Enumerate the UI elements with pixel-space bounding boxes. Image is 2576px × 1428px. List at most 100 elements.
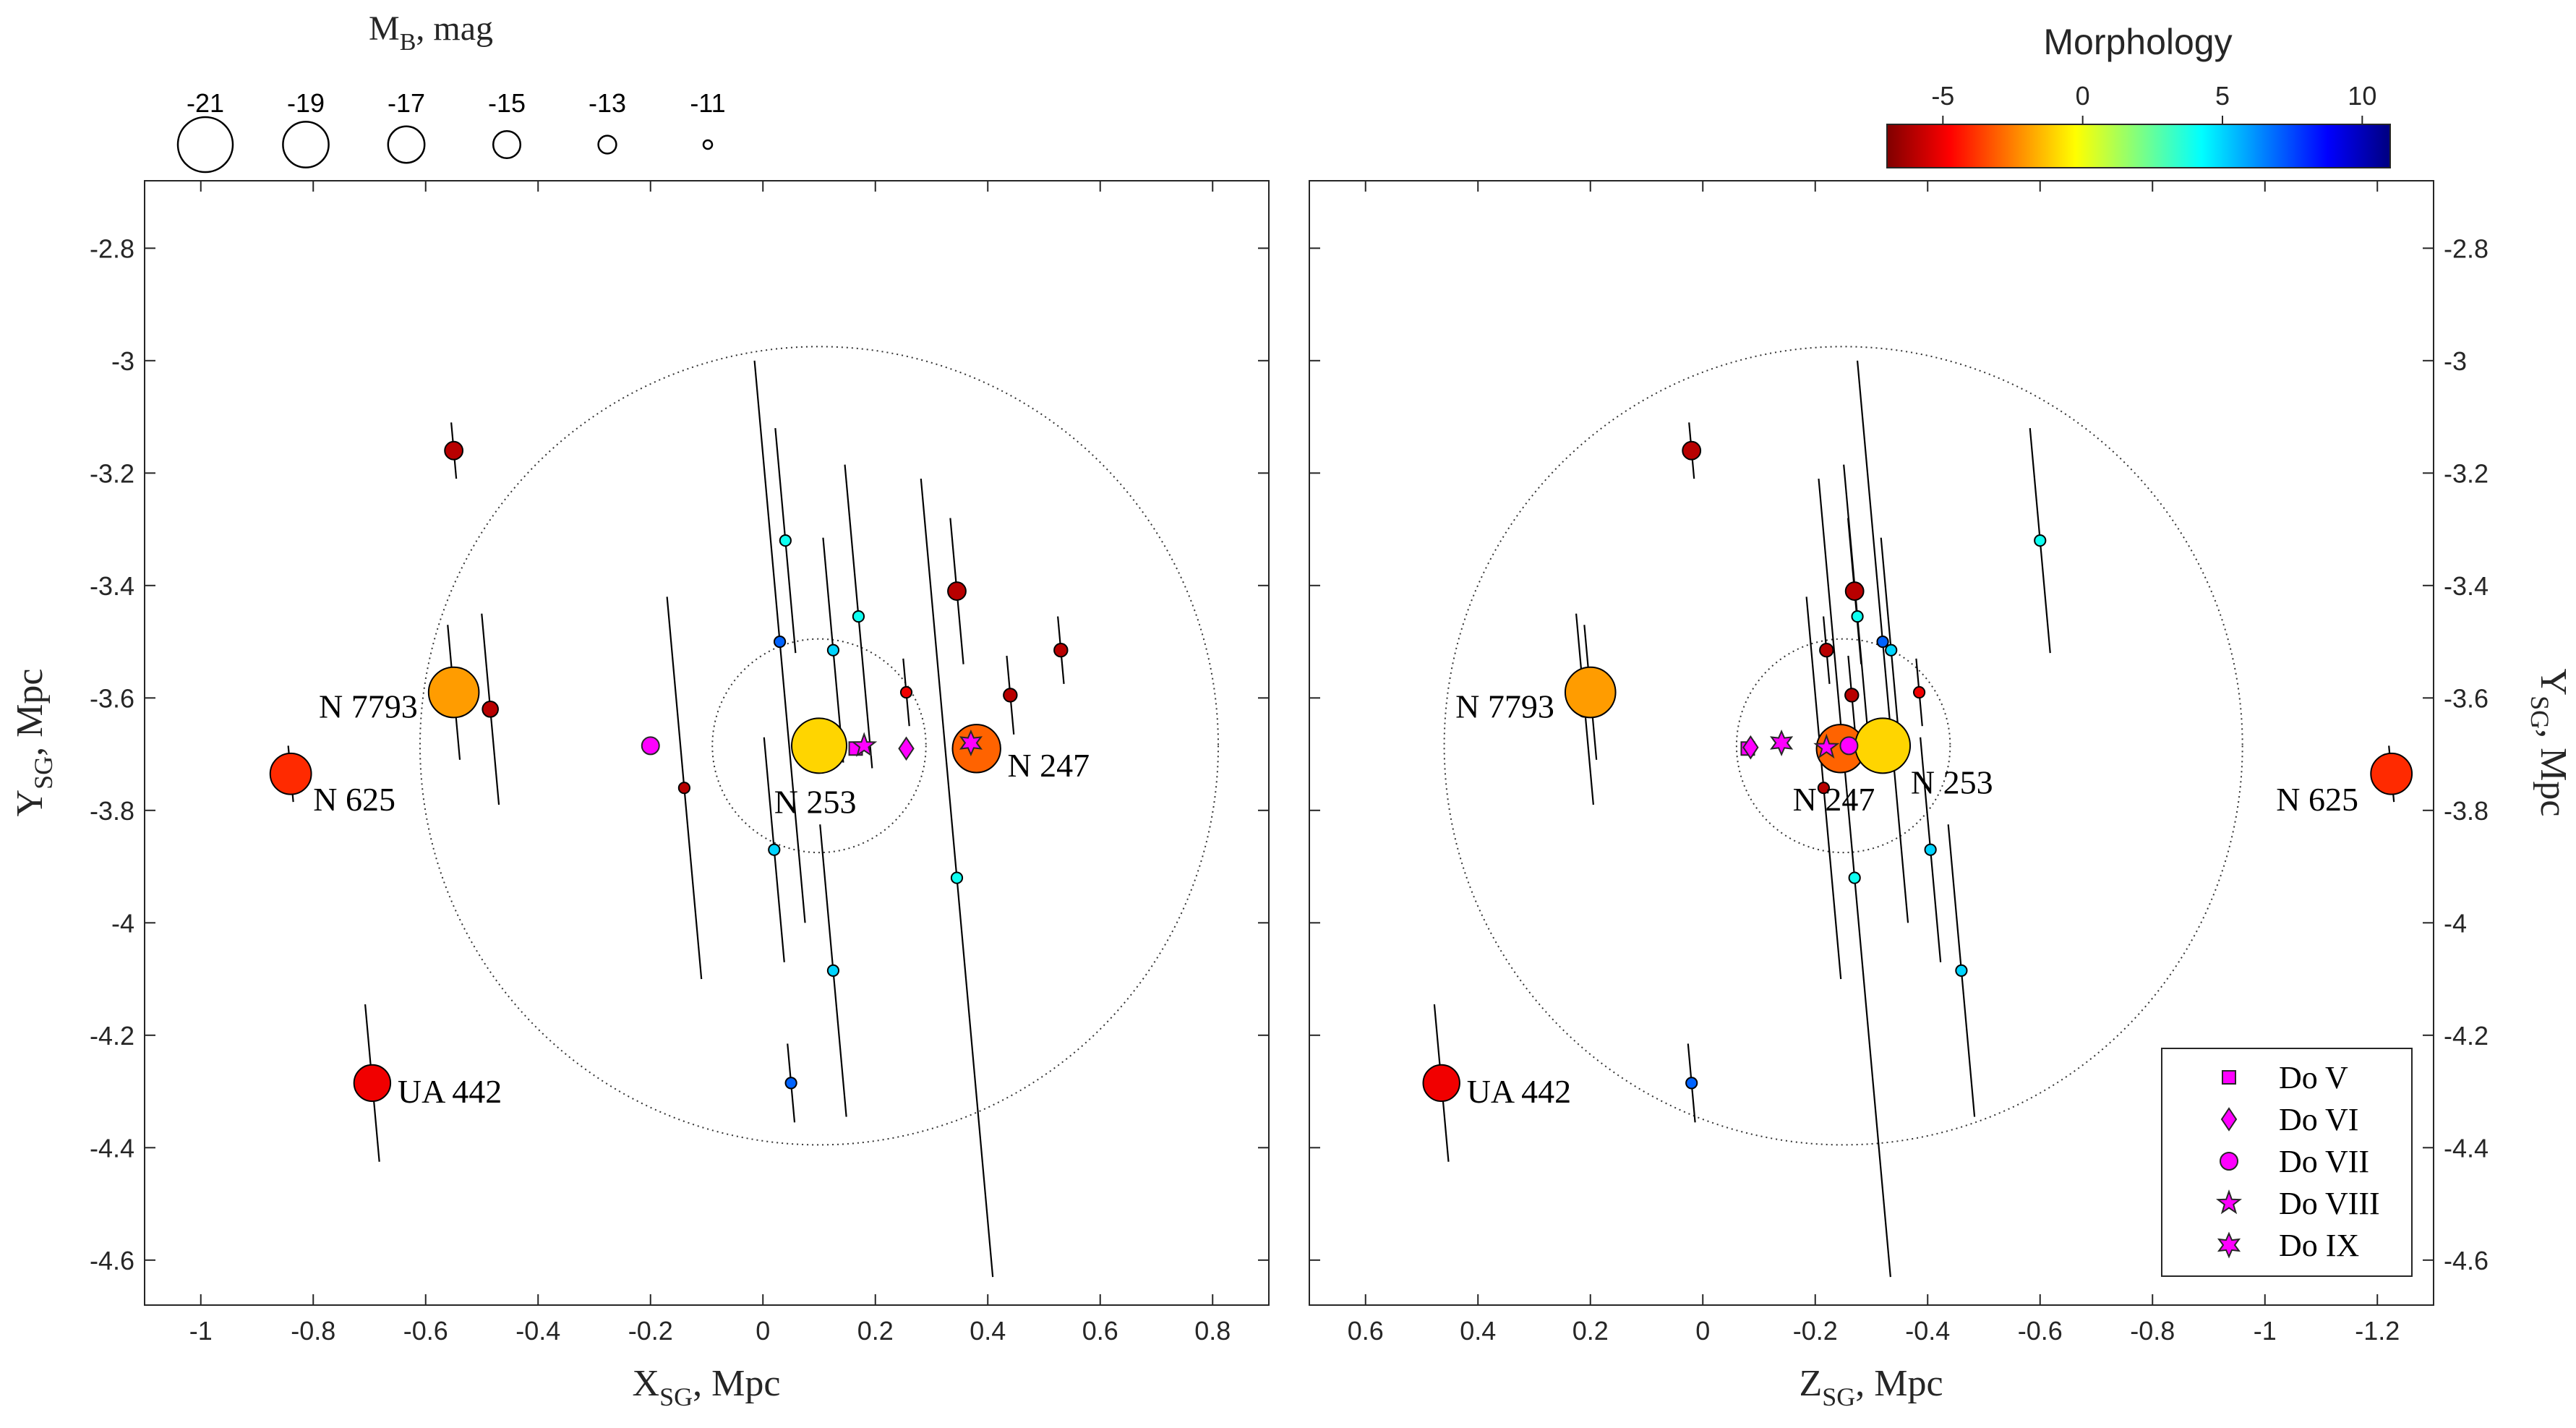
left-x-tick-label: -0.2 <box>628 1316 673 1346</box>
right-galaxy-label: UA 442 <box>1467 1073 1571 1110</box>
right-galaxy-label: N 7793 <box>1455 688 1554 725</box>
right-galaxy-labels: N 7793 N 625 UA 442 N 253 N 247 <box>1455 688 2358 1111</box>
right-y-axis-label: YSG, Mpc <box>2525 669 2574 817</box>
left-dwarf-do-viii <box>851 732 878 757</box>
colorbar-ticks: -5 0 5 10 <box>1931 81 2376 124</box>
left-galaxy-label: N 253 <box>774 784 857 821</box>
legend-item-label: Do V <box>2279 1060 2348 1095</box>
right-panel: N 7793 N 625 UA 442 N 253 N 247 0.6 0.4 0.2 0 -0… <box>1309 180 2574 1411</box>
left-x-tick-label: -0.8 <box>291 1316 335 1346</box>
right-dwarf-do-vi <box>1742 735 1759 760</box>
left-galaxy-point <box>773 635 787 649</box>
left-dwarf-do-vi <box>898 736 915 761</box>
right-x-ticks: 0.6 0.4 0.2 0 -0.2 -0.4 -0.6 -0.8 -1 -1.2 <box>1348 181 2400 1346</box>
right-x-tick-label: -0.6 <box>2018 1316 2063 1346</box>
left-plot-area <box>145 181 1269 1305</box>
left-x-ticks: -1 -0.8 -0.6 -0.4 -0.2 0 0.2 0.4 0.6 0.8 <box>189 181 1231 1346</box>
right-y-tick-label: -3.6 <box>2444 683 2489 713</box>
left-dwarf-do-vii <box>641 736 660 756</box>
mag-legend-circle <box>597 134 617 155</box>
right-x-tick-label: 0 <box>1695 1316 1710 1346</box>
left-y-tick-label: -3.6 <box>90 683 134 713</box>
legend-do-v-marker <box>2222 1070 2236 1085</box>
mag-legend-circle <box>282 121 330 168</box>
left-y-tick-label: -3.8 <box>90 796 134 826</box>
left-galaxy-point <box>677 782 691 795</box>
mag-legend-items: -21 -19 -17 -15 -13 -11 <box>176 88 726 174</box>
left-galaxy-point <box>444 440 464 461</box>
left-y-tick-label: -4.2 <box>90 1021 134 1051</box>
right-x-tick-label: -1.2 <box>2355 1316 2400 1346</box>
left-galaxy-point <box>779 534 792 547</box>
mag-legend-label: -13 <box>589 88 626 118</box>
left-dwarf-markers <box>641 730 983 761</box>
right-dwarf-do-viii <box>1813 733 1840 759</box>
left-galaxy-point <box>768 843 781 856</box>
legend-do-vii-marker <box>2220 1152 2238 1171</box>
left-dwarf-do-ix <box>959 730 983 756</box>
left-galaxy-point <box>950 871 964 884</box>
marker-legend: Do V Do VI Do VII Do VIII Do IX <box>2161 1048 2413 1277</box>
right-y-tick-label: -4.6 <box>2444 1246 2489 1275</box>
left-x-tick-label: -0.6 <box>403 1316 448 1346</box>
mag-legend-circle <box>702 139 714 150</box>
left-galaxy-point <box>427 666 480 719</box>
right-y-tick-label: -3.4 <box>2444 571 2489 601</box>
mag-legend-label: -19 <box>287 88 325 118</box>
legend-do-vi-marker <box>2220 1107 2238 1132</box>
legend-item-label: Do VII <box>2279 1144 2369 1179</box>
right-y-tick-label: -3.8 <box>2444 796 2489 826</box>
left-x-tick-label: 0.6 <box>1082 1316 1118 1346</box>
left-y-ticks: -4.6 -4.4 -4.2 -4 -3.8 -3.6 -3.4 -3.2 -3 -2.8 <box>90 234 1269 1275</box>
right-galaxy-point <box>1682 440 1702 461</box>
right-dwarf-markers <box>1740 730 1859 760</box>
right-y-tick-label: -4.2 <box>2444 1021 2489 1051</box>
left-x-tick-label: 0.2 <box>857 1316 894 1346</box>
right-galaxy-point <box>1876 635 1889 649</box>
right-x-tick-label: 0.6 <box>1348 1316 1384 1346</box>
left-x-tick-label: -0.4 <box>515 1316 560 1346</box>
marker-legend-box <box>2161 1048 2413 1277</box>
left-galaxy-point <box>826 644 840 657</box>
left-galaxy-label: N 7793 <box>319 688 418 725</box>
right-x-tick-label: 0.2 <box>1572 1316 1609 1346</box>
left-galaxy-label: N 625 <box>313 781 395 818</box>
colorbar-tick-label: 10 <box>2348 81 2376 111</box>
left-y-tick-label: -4.6 <box>90 1246 134 1275</box>
left-y-tick-label: -3.4 <box>90 571 134 601</box>
left-radius-circle-2 <box>419 346 1220 1146</box>
legend-item-label: Do VIII <box>2279 1186 2380 1221</box>
marker-legend-items: Do V Do VI Do VII Do VIII Do IX <box>2215 1060 2380 1263</box>
colorbar: Morphology -5 0 5 10 <box>1886 22 2391 168</box>
left-x-tick-label: 0.4 <box>970 1316 1006 1346</box>
right-radius-circle-2 <box>1443 346 2243 1146</box>
right-galaxy-point <box>1955 964 1968 977</box>
mag-legend-title: MB, mag <box>369 9 493 56</box>
right-radius-circle-1 <box>1735 638 1951 854</box>
right-y-tick-label: -4 <box>2444 908 2467 938</box>
left-axes-frame <box>144 180 1270 1306</box>
colorbar-tick-label: 0 <box>2076 81 2090 111</box>
left-galaxy-point <box>482 701 499 718</box>
left-radius-circle-1 <box>711 638 927 854</box>
legend-item-label: Do IX <box>2279 1228 2359 1263</box>
left-galaxy-point <box>353 1064 392 1103</box>
right-galaxy-point <box>1817 782 1831 795</box>
left-x-tick-label: 0.8 <box>1194 1316 1231 1346</box>
mag-legend-label: -21 <box>187 88 224 118</box>
left-galaxy-label: N 247 <box>1007 747 1090 784</box>
left-galaxy-point <box>791 717 847 774</box>
left-galaxy-point <box>1053 643 1069 658</box>
right-galaxy-point <box>1924 843 1937 856</box>
right-galaxy-label: N 247 <box>1793 781 1875 818</box>
right-galaxy-point <box>1885 644 1898 657</box>
right-dwarf-do-vii <box>1839 736 1859 756</box>
left-x-tick-label: -1 <box>189 1316 213 1346</box>
right-galaxy-point <box>2034 534 2047 547</box>
colorbar-gradient <box>1886 124 2391 168</box>
right-galaxy-point <box>1851 610 1864 623</box>
magnitude-legend: MB, mag -21 -19 -17 -15 -13 -11 <box>176 9 726 174</box>
left-galaxy-point <box>1003 688 1018 703</box>
left-galaxy-label: UA 442 <box>398 1073 502 1110</box>
right-galaxy-point <box>1844 581 1865 601</box>
